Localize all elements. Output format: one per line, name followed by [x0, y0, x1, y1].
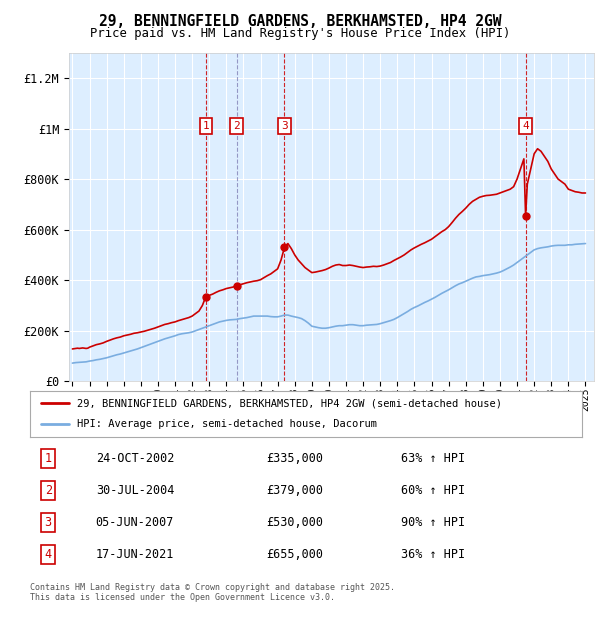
Text: 1: 1: [202, 121, 209, 131]
Text: 24-OCT-2002: 24-OCT-2002: [95, 452, 174, 465]
Text: £655,000: £655,000: [266, 548, 323, 561]
Text: 4: 4: [44, 548, 52, 561]
Text: £335,000: £335,000: [266, 452, 323, 465]
Text: Contains HM Land Registry data © Crown copyright and database right 2025.
This d: Contains HM Land Registry data © Crown c…: [30, 583, 395, 602]
Text: 3: 3: [281, 121, 288, 131]
Text: 63% ↑ HPI: 63% ↑ HPI: [401, 452, 465, 465]
Text: 60% ↑ HPI: 60% ↑ HPI: [401, 484, 465, 497]
Text: 29, BENNINGFIELD GARDENS, BERKHAMSTED, HP4 2GW: 29, BENNINGFIELD GARDENS, BERKHAMSTED, H…: [99, 14, 501, 29]
Text: 05-JUN-2007: 05-JUN-2007: [95, 516, 174, 529]
Text: £530,000: £530,000: [266, 516, 323, 529]
Text: 30-JUL-2004: 30-JUL-2004: [95, 484, 174, 497]
Text: 29, BENNINGFIELD GARDENS, BERKHAMSTED, HP4 2GW (semi-detached house): 29, BENNINGFIELD GARDENS, BERKHAMSTED, H…: [77, 398, 502, 408]
Text: £379,000: £379,000: [266, 484, 323, 497]
Text: 4: 4: [522, 121, 529, 131]
Text: HPI: Average price, semi-detached house, Dacorum: HPI: Average price, semi-detached house,…: [77, 419, 377, 429]
Text: 2: 2: [44, 484, 52, 497]
Text: 1: 1: [44, 452, 52, 465]
Text: 90% ↑ HPI: 90% ↑ HPI: [401, 516, 465, 529]
Text: 3: 3: [44, 516, 52, 529]
Text: 2: 2: [233, 121, 240, 131]
Text: 36% ↑ HPI: 36% ↑ HPI: [401, 548, 465, 561]
Text: 17-JUN-2021: 17-JUN-2021: [95, 548, 174, 561]
Text: Price paid vs. HM Land Registry's House Price Index (HPI): Price paid vs. HM Land Registry's House …: [90, 27, 510, 40]
